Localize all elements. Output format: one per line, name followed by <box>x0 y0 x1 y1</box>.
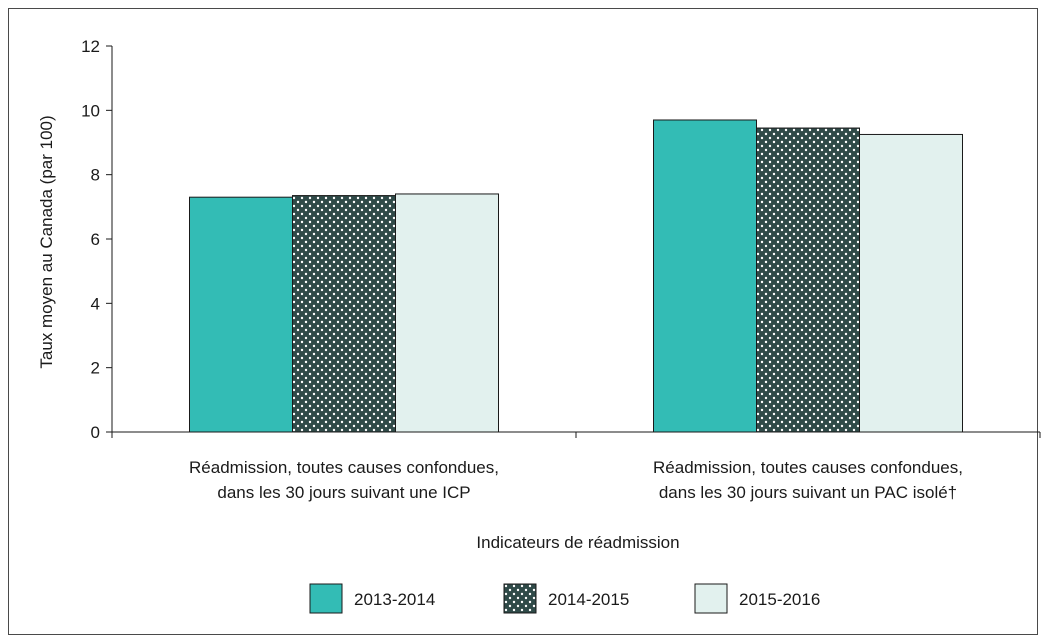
category-label: Réadmission, toutes causes confondues, <box>653 458 963 477</box>
bar-2014-2015-cat1 <box>292 195 396 433</box>
bar-2013-2014-cat2 <box>653 119 757 433</box>
x-axis-title: Indicateurs de réadmission <box>476 533 679 552</box>
y-tick-label: 10 <box>81 101 100 120</box>
legend-label-2015-2016: 2015-2016 <box>739 590 820 609</box>
legend-label-2013-2014: 2013-2014 <box>354 590 435 609</box>
category-label: dans les 30 jours suivant une ICP <box>217 483 470 502</box>
y-tick-label: 0 <box>91 423 100 442</box>
legend-swatch-2015-2016 <box>694 583 728 614</box>
category-label: dans les 30 jours suivant un PAC isolé† <box>659 483 957 502</box>
legend-label-2014-2015: 2014-2015 <box>548 590 629 609</box>
y-tick-label: 4 <box>91 294 100 313</box>
y-tick-label: 8 <box>91 166 100 185</box>
legend-swatch-2014-2015 <box>503 583 537 614</box>
bar-2013-2014-cat1 <box>189 196 293 433</box>
y-tick-label: 12 <box>81 37 100 56</box>
y-tick-label: 6 <box>91 230 100 249</box>
legend: 2013-2014 2014-2015 2015-2016 <box>309 583 820 614</box>
category-label: Réadmission, toutes causes confondues, <box>189 458 499 477</box>
bar-2015-2016-cat2 <box>859 133 963 433</box>
legend-swatch-2013-2014 <box>309 583 343 614</box>
bar-2014-2015-cat2 <box>756 127 860 433</box>
y-axis-title: Taux moyen au Canada (par 100) <box>37 115 56 368</box>
y-tick-label: 2 <box>91 359 100 378</box>
bar-2015-2016-cat1 <box>395 193 499 433</box>
